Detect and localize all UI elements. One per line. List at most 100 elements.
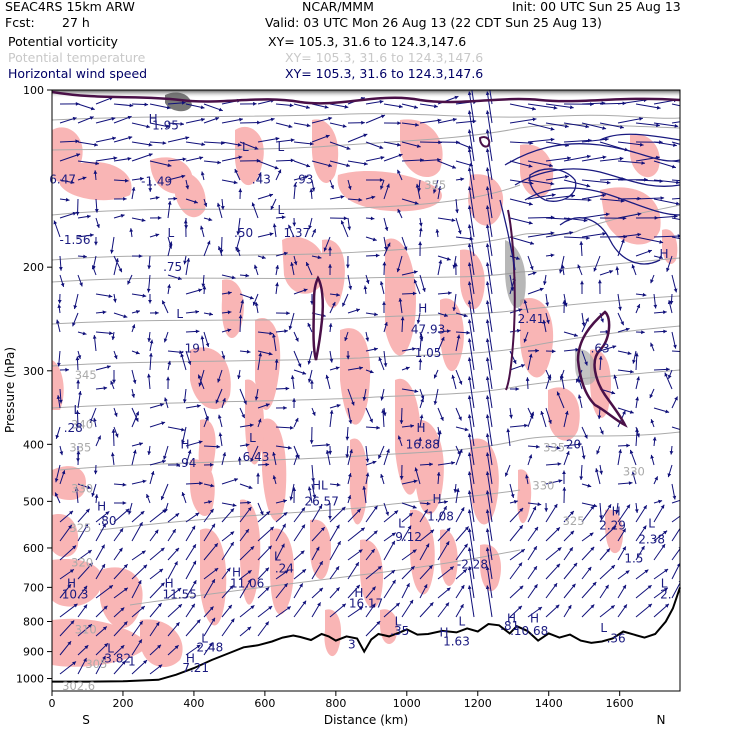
wind-arrow [365,331,370,342]
pv-region [100,567,143,629]
wind-arrow [149,311,159,315]
wind-arrow [545,156,571,162]
wind-arrow [563,293,568,307]
wind-arrow [59,197,70,202]
wind-arrow [113,407,118,417]
wind-arrow [275,122,293,129]
init-time: Init: 00 UTC Sun 25 Aug 13 [512,0,681,14]
wind-arrow [509,117,537,124]
wind-arrow [257,172,262,181]
x-axis-label: Distance (km) [324,713,408,727]
wind-arrow [293,568,307,580]
wind-arrow [221,567,231,580]
wind-arrow [161,300,169,314]
wind-arrow [76,379,81,390]
wind-arrow [617,141,644,147]
wind-arrow [545,462,562,466]
wind-arrow [467,186,475,219]
extrema-label: 16.17 [349,596,383,610]
wind-arrow [239,120,261,125]
wind-arrow [131,293,147,298]
wind-arrow [383,153,403,162]
wind-arrow [185,198,198,204]
wind-arrow [216,202,223,219]
wind-contour [529,168,577,202]
wind-arrow [346,350,350,360]
wind-arrow [203,103,223,112]
wind-arrow [509,507,524,523]
wind-arrow [203,606,214,618]
wind-arrow [329,216,348,221]
wind-arrow [437,291,452,295]
wind-arrow [437,505,448,523]
extrema-label: .19 [181,342,200,356]
extrema-label: L [176,307,183,321]
wind-arrow [365,369,374,374]
wind-arrow [198,369,205,387]
wind-arrow [599,270,614,276]
wind-arrow [167,241,173,257]
wind-arrow [671,217,680,220]
wind-arrow [383,448,390,466]
wind-arrow [239,423,254,428]
wind-arrow [275,511,288,523]
wind-arrow [293,507,306,523]
wind-arrow [347,561,360,580]
wind-arrow [77,331,87,336]
wind-arrow [556,391,565,409]
wind-arrow [293,550,305,561]
wind-arrow [110,236,115,254]
wind-arrow [671,483,677,500]
wind-arrow [131,659,148,675]
theta-contour [52,113,680,121]
wind-arrow [257,136,280,143]
wind-arrow [615,266,620,276]
extrema-label: .75 [163,260,182,274]
wind-arrow [381,409,385,428]
wind-arrow [293,183,297,200]
wind-arrow [383,242,391,257]
wind-arrow [221,618,235,637]
wind-arrow [59,470,66,485]
wind-arrow [167,644,179,656]
wind-arrow [311,504,323,523]
wind-arrow [185,404,201,409]
wind-arrow [239,443,250,447]
wind-arrow [595,468,601,485]
wind-arrow [653,198,680,206]
forecast-label: Fcst: [5,15,35,30]
pv-region [235,126,264,186]
wind-arrow [293,122,311,128]
wind-arrow [290,262,295,276]
wind-arrow [163,445,169,460]
wind-arrow [671,562,680,580]
wind-arrow [401,347,416,352]
wind-arrow [113,426,119,438]
extrema-label: L [395,614,402,628]
wind-contour [514,168,680,187]
pv-region [349,438,368,525]
wind-arrow [653,234,680,238]
wind-arrow [617,369,634,374]
wind-arrow [653,499,663,504]
wind-arrow [89,407,97,423]
wind-arrow [347,606,364,618]
wind-arrow [437,259,443,276]
wind-arrow [131,217,146,222]
pv-region [415,419,444,515]
y-tick-label: 100 [23,84,44,97]
wind-arrow [167,100,186,105]
wind-arrow [340,220,349,238]
wind-arrow [167,360,172,371]
wind-arrow [149,141,167,145]
wind-arrow [485,395,493,428]
wind-arrow [617,481,633,485]
wind-arrow [77,644,89,656]
wind-arrow [509,407,513,419]
wind-arrow [562,487,567,504]
wind-arrow [509,350,517,365]
wind-arrow [167,122,185,126]
y-tick-label: 600 [23,542,44,555]
wind-arrow [401,512,414,523]
wind-arrow [362,388,367,401]
